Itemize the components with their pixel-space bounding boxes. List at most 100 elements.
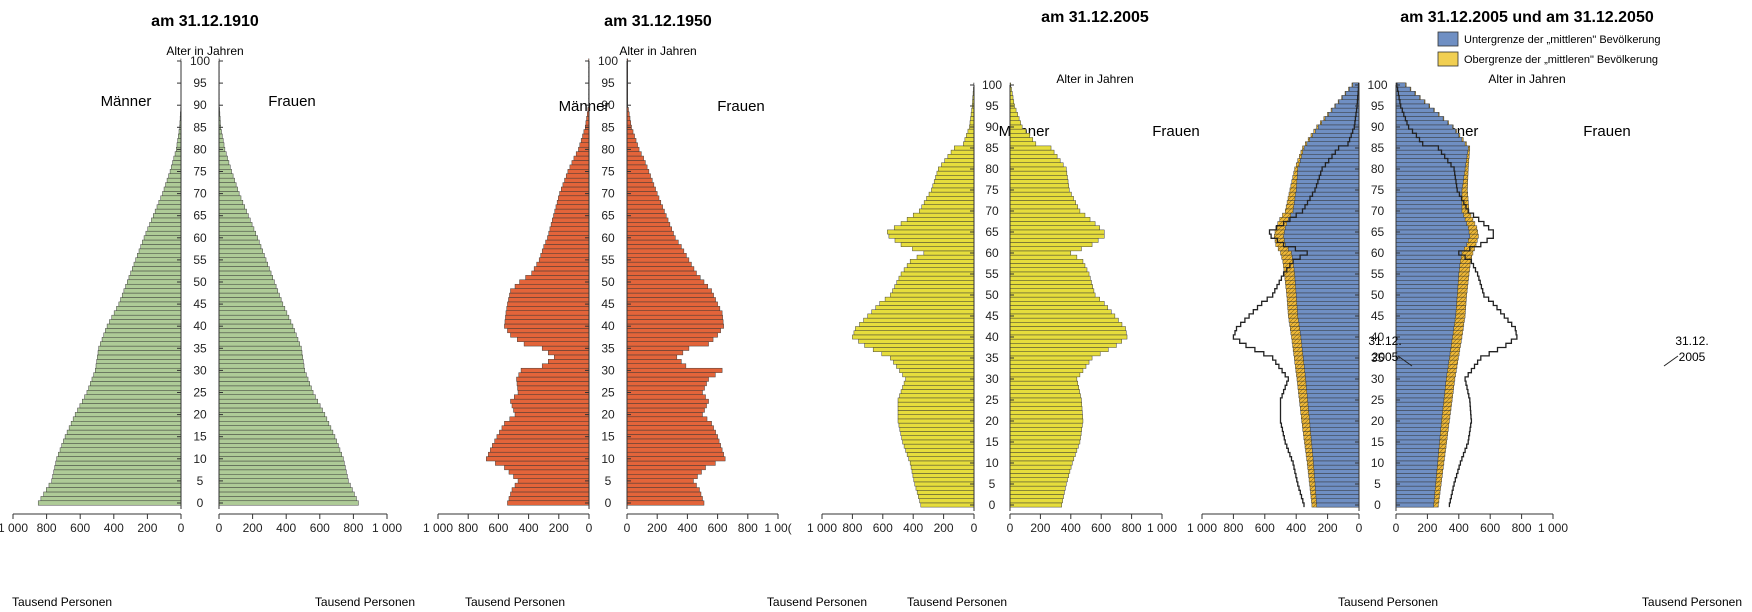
bar-women-age-18 — [218, 421, 330, 426]
bar-men-age-24 — [514, 394, 590, 400]
bar-women-age-61 — [218, 230, 257, 236]
x-tick-label: 200 — [1030, 521, 1050, 535]
age-tick-label: 65 — [601, 209, 615, 223]
bar-men-age-17 — [900, 431, 975, 436]
bar-women-age-40 — [1009, 334, 1128, 340]
bar-men-age-52 — [130, 270, 182, 276]
bar-women-age-40 — [626, 323, 724, 329]
bar-men-age-7 — [53, 469, 182, 475]
age-tick-label: 50 — [985, 288, 999, 302]
lower-bar-men-age-96 — [1338, 99, 1360, 105]
bar-women-age-76 — [1009, 183, 1069, 189]
lower-bar-women-age-28 — [1395, 385, 1446, 390]
bar-women-age-29 — [218, 372, 307, 378]
bar-women-age-52 — [218, 270, 272, 276]
bar-women-age-65 — [1009, 229, 1105, 235]
bar-women-age-81 — [1009, 162, 1064, 168]
bar-men-age-9 — [495, 460, 590, 466]
women-label: Frauen — [717, 98, 765, 115]
bar-men-age-14 — [63, 438, 182, 444]
bar-men-age-71 — [163, 186, 182, 192]
lower-bar-men-age-53 — [1295, 280, 1360, 285]
bar-men-age-15 — [902, 439, 975, 445]
axes: 0 5 10 15 20 25 30 35 40 45 50 55 60 65 70 75 80 85 90 95 10… — [1187, 78, 1568, 535]
bar-men-age-4 — [514, 482, 590, 488]
bar-men-age-31 — [541, 363, 590, 369]
bar-women-age-25 — [1009, 397, 1082, 403]
bar-men-age-57 — [906, 263, 975, 268]
bar-men-age-10 — [486, 456, 590, 462]
bar-women-age-1 — [218, 496, 357, 502]
bar-men-age-3 — [916, 490, 975, 495]
lower-bar-women-age-29 — [1395, 380, 1446, 386]
bar-women-age-2 — [218, 491, 355, 497]
bar-women-age-49 — [218, 283, 277, 289]
bar-men-age-77 — [571, 160, 590, 166]
bar-women-age-14 — [218, 438, 337, 444]
men-label: Männer — [101, 93, 152, 110]
bar-women-age-18 — [1009, 427, 1082, 432]
bar-women-age-48 — [626, 288, 712, 294]
bar-women-age-74 — [1009, 191, 1072, 197]
bar-women-age-13 — [218, 443, 339, 448]
bar-women-age-83 — [626, 133, 635, 139]
lower-bar-men-age-97 — [1342, 95, 1360, 100]
x-tick-label: 0 — [624, 521, 631, 535]
bar-men-age-42 — [505, 314, 590, 320]
bar-men-age-46 — [120, 297, 182, 303]
bar-women-age-42 — [218, 314, 290, 320]
bar-women-age-0 — [1009, 502, 1062, 508]
x-axis-label-right: Tausend Personen — [315, 595, 415, 609]
annotation-right-line2: 2005 — [1679, 350, 1706, 364]
bar-men-age-73 — [564, 177, 590, 183]
bar-women-age-83 — [218, 133, 223, 139]
lower-bar-men-age-49 — [1296, 296, 1360, 302]
lower-bar-men-age-56 — [1293, 267, 1360, 273]
age-tick-label: 10 — [985, 456, 999, 470]
bar-women-age-53 — [218, 266, 270, 272]
bar-men-age-40 — [504, 323, 590, 329]
bar-women-age-71 — [626, 186, 656, 192]
bar-women-age-35 — [1009, 355, 1093, 361]
bar-men-age-22 — [79, 403, 182, 409]
bar-women-age-5 — [218, 478, 349, 484]
bar-men-age-74 — [168, 173, 182, 179]
bar-men-age-82 — [580, 138, 590, 143]
bar-men-age-81 — [941, 162, 975, 168]
lower-bar-men-age-38 — [1301, 343, 1360, 348]
bar-women-age-15 — [626, 434, 718, 440]
bar-women-age-30 — [1009, 376, 1078, 382]
annotation-left-line2: 2005 — [1372, 350, 1399, 364]
women-label: Frauen — [1583, 123, 1631, 140]
bar-men-age-73 — [166, 177, 182, 183]
bar-men-age-19 — [898, 422, 975, 428]
lower-bar-women-age-10 — [1395, 460, 1438, 466]
bar-women-age-62 — [218, 226, 255, 232]
bar-men-age-27 — [90, 381, 182, 387]
lower-bar-women-age-9 — [1395, 464, 1438, 470]
bar-women-age-60 — [218, 235, 258, 241]
bar-men-age-51 — [128, 275, 182, 281]
lower-bar-women-age-69 — [1395, 212, 1464, 218]
bar-women-age-30 — [626, 367, 723, 373]
age-tick-label: 15 — [1371, 435, 1385, 449]
bar-men-age-23 — [897, 406, 975, 411]
bar-men-age-43 — [505, 310, 590, 316]
bar-women-age-20 — [218, 412, 326, 418]
bar-men-age-63 — [550, 222, 590, 227]
lower-bar-men-age-57 — [1293, 263, 1360, 268]
bar-men-age-68 — [158, 200, 182, 205]
age-tick-label: 50 — [601, 275, 615, 289]
bar-women-age-73 — [218, 177, 235, 183]
bar-women-age-28 — [1009, 385, 1079, 390]
legend-label-upper: Obergrenze der „mittleren" Bevölkerung — [1464, 54, 1658, 66]
lower-bar-women-age-91 — [1395, 120, 1449, 126]
age-tick-label: 55 — [193, 253, 207, 267]
bar-men-age-64 — [151, 217, 182, 223]
lower-bar-men-age-9 — [1313, 464, 1360, 470]
bar-women-age-78 — [1009, 175, 1068, 180]
bar-women-age-38 — [218, 332, 297, 338]
bar-men-age-0 — [920, 502, 975, 508]
bar-women-age-21 — [626, 407, 705, 413]
bar-women-age-41 — [626, 319, 724, 325]
